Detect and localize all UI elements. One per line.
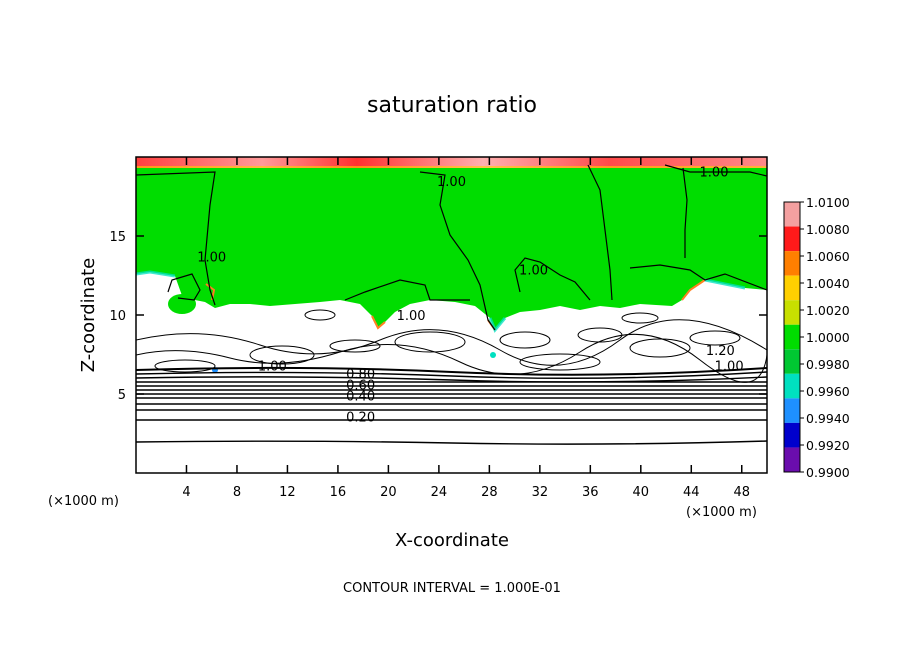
colorbar-label: 0.9980 [806,357,850,372]
colorbar-swatch [784,251,800,276]
contour-label: 1.00 [437,175,466,190]
y-tick-label: 15 [109,230,126,245]
contour-label: 1.00 [397,309,426,324]
x-axis-label: X-coordinate [395,530,509,551]
colorbar-label: 0.9940 [806,411,850,426]
colorbar-swatch [784,202,800,227]
x-tick-label: 24 [431,485,448,500]
x-axis-ticks: 4 8 12 16 20 24 28 32 36 40 44 48 [182,157,750,500]
colorbar-swatch [784,226,800,252]
contour-label: 1.00 [715,360,744,375]
contour-label: 1.00 [197,251,226,266]
green-supersaturation-region [136,168,767,330]
colorbar-swatch [784,398,800,423]
colorbar-swatch [784,275,800,301]
contours-lower [136,366,767,445]
contour-label: 1.00 [258,360,287,375]
plot-area [136,157,767,473]
contour-interval-note: CONTOUR INTERVAL = 1.000E-01 [343,581,561,596]
colorbar-swatch [784,349,800,374]
y-axis-ticks: 5 10 15 [109,230,767,403]
contour-labels: 1.001.001.001.001.001.201.001.000.800.60… [197,165,744,425]
colorbar-swatch [784,373,800,399]
x-tick-label: 12 [279,485,296,500]
colorbar-swatch [784,447,800,472]
colorbar-swatch [784,300,800,325]
colorbar-label: 1.0080 [806,222,850,237]
contour-label: 0.20 [346,410,375,425]
colorbar-swatch [784,324,800,350]
colorbar-label: 0.9920 [806,438,850,453]
contour-label: 0.80 [346,368,375,383]
contour-label: 1.20 [706,344,735,359]
x-tick-label: 48 [733,485,750,500]
contours-middle [136,309,767,383]
colorbar-label: 1.0100 [806,195,850,210]
colorbar: 1.0100 1.0080 1.0060 1.0040 1.0020 1.0000 0.99… [783,195,850,480]
colorbar-swatch [784,422,800,448]
colorbar-label: 1.0000 [806,330,850,345]
contour-label: 0.40 [346,390,375,405]
colorbar-label: 0.9900 [806,465,850,480]
green-pocket [168,294,196,314]
x-tick-label: 36 [582,485,599,500]
x-tick-label: 16 [330,485,347,500]
colorbar-label: 1.0060 [806,249,850,264]
contour-label: 0.60 [346,379,375,394]
x-tick-label: 28 [481,485,498,500]
x-tick-label: 32 [532,485,549,500]
x-unit-left: (×1000 m) [48,494,119,509]
contours-upper [136,164,767,331]
chart-title: saturation ratio [367,93,537,118]
x-tick-label: 44 [683,485,700,500]
colorbar-label: 1.0020 [806,303,850,318]
contour-label: 1.00 [519,263,548,278]
y-axis-label: Z-coordinate [78,258,99,373]
x-tick-label: 20 [380,485,397,500]
contour-label: 1.00 [700,165,729,180]
x-tick-label: 40 [633,485,650,500]
x-tick-label: 8 [233,485,241,500]
top-supersaturation-band [136,157,767,168]
x-tick-label: 4 [182,485,190,500]
x-unit-right: (×1000 m) [686,505,757,520]
y-tick-label: 5 [118,388,126,403]
colorbar-label: 0.9960 [806,384,850,399]
y-tick-label: 10 [109,309,126,324]
colorbar-label: 1.0040 [806,276,850,291]
